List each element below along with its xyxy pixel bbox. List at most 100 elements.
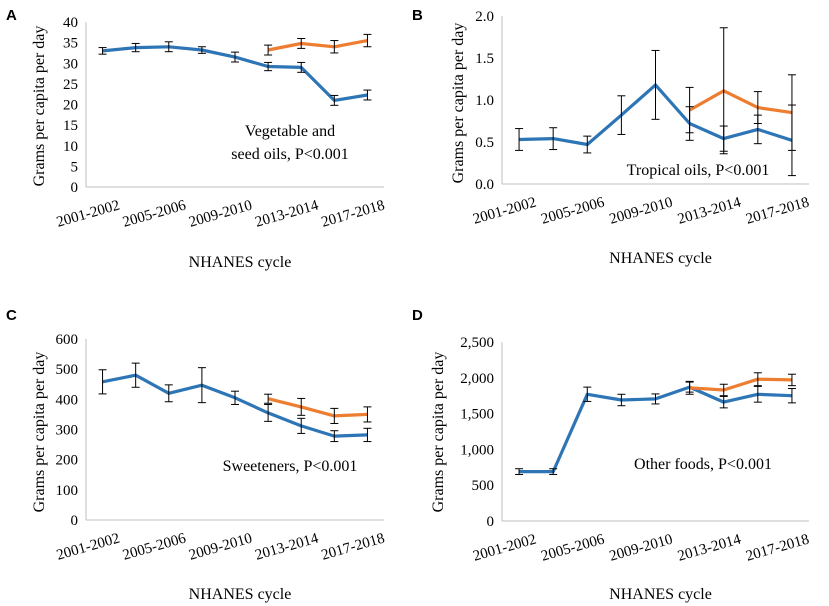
error-bar-blue [515, 128, 524, 151]
y-tick-label: 2.0 [475, 9, 494, 25]
y-tick-label: 2,500 [460, 335, 494, 351]
error-bar-orange [264, 44, 273, 56]
error-bar-blue [330, 94, 339, 106]
y-tick-label: 400 [56, 392, 79, 408]
x-tick-label: 2013-2014 [253, 197, 320, 230]
panel-b: B 0.0 0.5 1.0 1.5 2.0 2001-2002 2005-2006 2009-2… [412, 7, 811, 267]
x-tick-label: 2013-2014 [676, 531, 743, 564]
series-line-orange [689, 377, 792, 392]
error-bar-blue [231, 390, 239, 405]
annotation-text: Vegetable and [245, 123, 335, 140]
y-tick-label: 1.5 [475, 51, 494, 67]
x-tick-label: 2005-2006 [121, 197, 188, 230]
x-tick-label: 2013-2014 [253, 530, 320, 563]
series-line-orange [688, 89, 793, 115]
series-line-orange [267, 39, 368, 52]
error-bar-blue [197, 46, 206, 54]
series-line-blue [102, 373, 368, 438]
y-tick-label: 1.0 [475, 93, 494, 109]
y-tick-label: 200 [56, 453, 79, 469]
error-bar-blue [515, 468, 524, 475]
y-tick-label: 40 [63, 15, 78, 31]
error-bar-blue [753, 385, 762, 403]
panel-letter: D [412, 307, 423, 324]
y-tick-label: 0.5 [475, 135, 494, 151]
y-tick-label: 1,500 [460, 407, 494, 423]
panel-letter: A [6, 7, 17, 24]
error-bar-blue [583, 135, 592, 154]
series-line-orange [267, 397, 368, 418]
y-tick-label: 25 [63, 77, 78, 93]
x-tick-label: 2005-2006 [121, 530, 188, 563]
error-bar-orange [685, 86, 694, 134]
y-tick-label: 15 [63, 118, 78, 134]
error-bar-orange [363, 33, 372, 48]
y-axis-title: Grams per capita per day [31, 352, 48, 513]
annotation-text: Tropical oils, P<0.001 [627, 162, 770, 179]
x-axis-title: NHANES cycle [609, 586, 712, 603]
error-bar-blue [787, 388, 796, 404]
y-tick-label: 500 [472, 478, 495, 494]
x-tick-label: 2009-2010 [187, 530, 254, 563]
y-tick-label: 300 [56, 423, 79, 439]
error-bar-orange [719, 383, 728, 397]
y-tick-label: 0 [71, 180, 79, 196]
error-bar-blue [297, 61, 306, 73]
x-tick-label: 2009-2010 [608, 194, 675, 227]
y-tick-label: 0 [71, 513, 79, 529]
y-tick-label: 0 [487, 514, 495, 530]
error-bar-blue [549, 127, 558, 151]
x-tick-label: 2009-2010 [608, 531, 675, 564]
error-bar-orange [363, 406, 372, 423]
error-bar-blue [617, 393, 626, 407]
x-tick-label: 2017-2018 [320, 197, 387, 230]
y-axis-title: Grams per capita per day [430, 352, 447, 513]
error-bar-orange [753, 372, 762, 387]
y-tick-label: 10 [63, 139, 78, 155]
error-bar-blue [264, 61, 273, 72]
error-bar-blue [549, 468, 558, 475]
error-bar-blue [131, 362, 140, 388]
y-tick-label: 5 [71, 159, 79, 175]
error-bar-blue [719, 395, 728, 409]
error-bar-blue [98, 369, 107, 395]
error-bar-orange [685, 380, 694, 395]
panel-letter: B [412, 7, 423, 24]
x-tick-label: 2005-2006 [539, 194, 606, 227]
error-bar-blue [98, 47, 107, 55]
error-bar-orange [787, 373, 796, 387]
error-bar-blue [264, 403, 273, 422]
y-tick-label: 500 [56, 362, 79, 378]
error-bar-orange [719, 27, 728, 155]
error-bar-orange [297, 38, 306, 49]
error-bar-orange [297, 397, 306, 416]
x-axis-title: NHANES cycle [189, 254, 292, 271]
error-bar-blue [617, 95, 626, 135]
error-bar-blue [330, 430, 339, 443]
panel-d: D 0 500 1,000 1,500 2,000 2,500 2001-2002 2005-2… [412, 307, 811, 603]
x-tick-label: 2001-2002 [471, 531, 538, 564]
y-tick-label: 1,000 [460, 442, 494, 458]
y-tick-label: 0.0 [475, 177, 494, 193]
y-tick-label: 30 [63, 56, 78, 72]
error-bar-blue [363, 427, 372, 443]
error-bar-blue [297, 417, 306, 434]
panel-letter: C [6, 307, 17, 324]
error-bar-blue [164, 41, 173, 53]
error-bar-blue [651, 49, 660, 120]
y-tick-label: 35 [63, 36, 78, 52]
x-tick-label: 2001-2002 [471, 194, 538, 227]
x-tick-label: 2017-2018 [320, 530, 387, 563]
error-bar-orange [264, 393, 273, 404]
x-tick-label: 2009-2010 [187, 197, 254, 230]
x-tick-label: 2001-2002 [55, 197, 122, 230]
y-tick-label: 100 [56, 483, 79, 499]
x-tick-label: 2005-2006 [539, 531, 606, 564]
error-bar-blue [131, 42, 140, 53]
x-axis-title: NHANES cycle [189, 586, 292, 603]
annotation-text: Other foods, P<0.001 [634, 456, 772, 473]
x-tick-label: 2017-2018 [744, 194, 811, 227]
y-axis-title: Grams per capita per day [31, 26, 48, 187]
